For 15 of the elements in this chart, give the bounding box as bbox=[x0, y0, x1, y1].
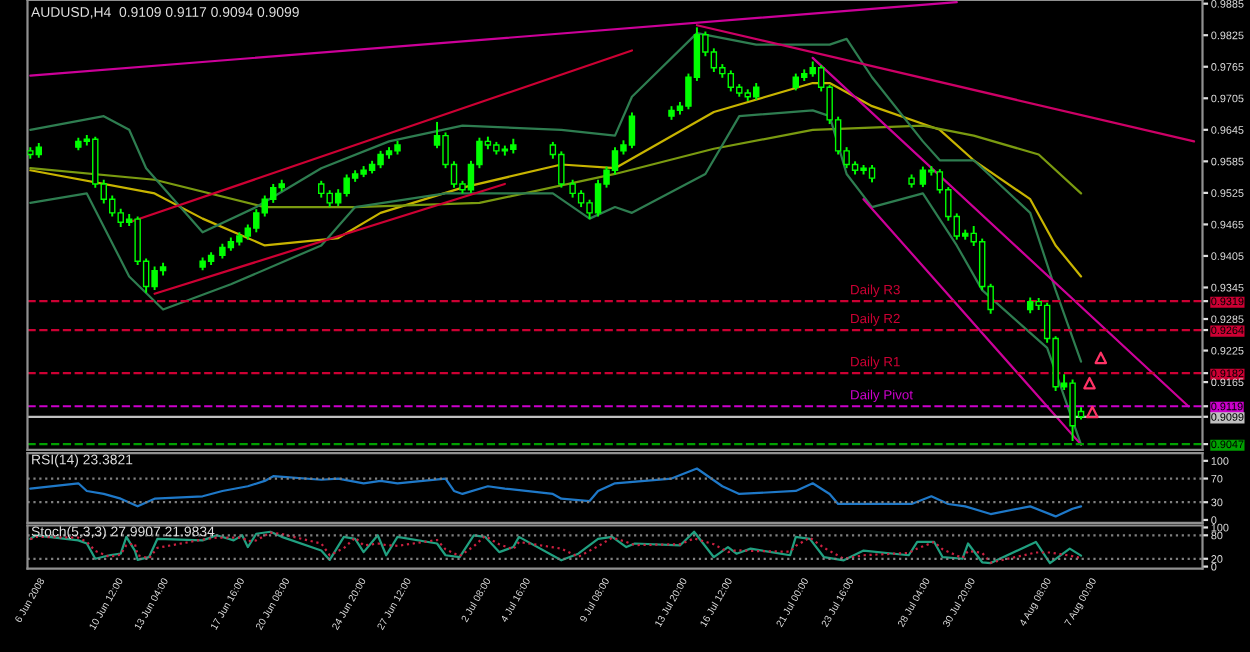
candlestick bbox=[343, 173, 350, 198]
line-series bbox=[29, 124, 1083, 209]
candlestick bbox=[594, 178, 602, 218]
line-series bbox=[29, 467, 1083, 518]
point bbox=[1083, 376, 1096, 390]
candlestick bbox=[1069, 378, 1076, 442]
candlestick bbox=[628, 111, 636, 150]
point bbox=[1094, 351, 1108, 365]
candlestick bbox=[558, 150, 565, 189]
point bbox=[1086, 405, 1099, 419]
candlestick bbox=[919, 165, 927, 189]
line-series bbox=[29, 81, 1083, 278]
line-series bbox=[29, 109, 1083, 446]
candlestick bbox=[727, 69, 735, 93]
candlestick bbox=[151, 265, 158, 292]
